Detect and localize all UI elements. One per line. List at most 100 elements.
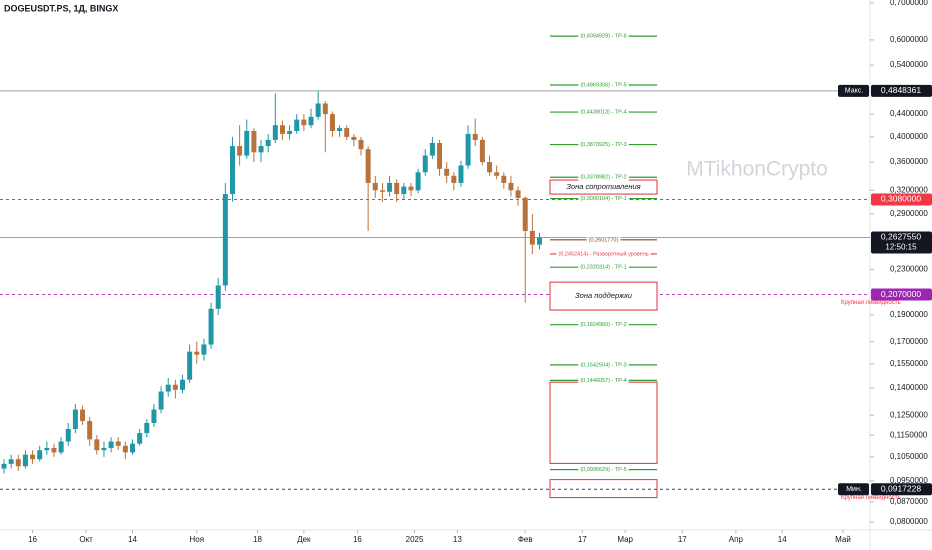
target-label: (0,1824960) - TP-2 — [580, 322, 626, 328]
price-tag-name: Мин. — [846, 486, 862, 493]
candle-body — [8, 459, 14, 464]
x-tick-label: Окт — [79, 535, 93, 544]
zone — [549, 479, 658, 499]
x-tick-label: Фев — [518, 535, 533, 544]
target-label-bg — [578, 174, 629, 181]
zone — [549, 381, 658, 464]
y-tick-label: 0,5400000 — [890, 60, 928, 69]
candle-body — [329, 114, 335, 131]
countdown: 12:50:15 — [885, 243, 917, 252]
watermark: MTikhonCrypto — [686, 158, 828, 181]
x-tick-label: Май — [835, 535, 851, 544]
liquidity-note: Крупная ликвидность — [841, 495, 901, 501]
candle-body — [265, 139, 271, 147]
x-tick-label: 13 — [453, 535, 462, 544]
candle-body — [108, 441, 114, 448]
target-label-bg — [578, 362, 629, 369]
candle-body — [394, 182, 400, 195]
chart-title: DOGEUSDT.PS, 1Д, BINGX — [4, 3, 118, 13]
candle-body — [429, 142, 435, 156]
candle-body — [65, 429, 71, 442]
candle-body — [287, 130, 293, 134]
target-label-bg — [586, 237, 621, 244]
target-label: (0,2601770) — [589, 237, 619, 243]
candle-body — [251, 130, 257, 153]
target-label-bg — [578, 467, 629, 474]
candle-body — [87, 421, 93, 440]
target-label-bg — [556, 250, 651, 258]
candle-body — [130, 443, 136, 453]
candle-body — [515, 190, 521, 198]
candle-body — [201, 344, 207, 355]
candle-body — [194, 351, 200, 355]
y-tick-label: 0,2900000 — [890, 209, 928, 218]
target-label-bg — [578, 142, 629, 149]
candle-body — [351, 136, 357, 140]
y-tick-label: 0,1050000 — [890, 452, 928, 461]
candle-body — [115, 441, 121, 446]
candle-body — [372, 182, 378, 191]
candle-body — [322, 103, 328, 115]
target-label: (0,3873925) - TP-3 — [580, 142, 626, 148]
price-tag-label: 0,3080000 — [881, 194, 921, 204]
candle-body — [522, 197, 528, 231]
y-tick-label: 0,0950000 — [890, 476, 928, 485]
candle-body — [94, 439, 100, 451]
candle-body — [315, 103, 321, 117]
candle-body — [272, 125, 278, 140]
candle-body — [1, 463, 7, 469]
candle-body — [172, 384, 178, 390]
price-tag-label: 0,4848361 — [881, 85, 921, 95]
candle-body — [258, 146, 264, 153]
price-tag-label: 0,0917228 — [881, 484, 921, 494]
candle-body — [437, 142, 443, 169]
candle-body — [494, 172, 500, 176]
candle-body — [37, 450, 43, 460]
target-label: (0,0995629) - TP-5 — [580, 467, 626, 473]
target-label: (0,1542504) - TP-3 — [580, 362, 626, 368]
price-tag-label: 0,2627550 — [881, 232, 921, 242]
candle-body — [51, 447, 57, 453]
price-tag-name-box — [838, 483, 869, 496]
target-label-bg — [578, 33, 629, 40]
candle-body — [279, 125, 285, 134]
target-label: (0,4438013) - TP-4 — [580, 109, 626, 115]
candle-body — [415, 172, 421, 191]
y-tick-label: 0,1550000 — [890, 359, 928, 368]
candle-body — [508, 182, 514, 191]
y-tick-label: 0,6000000 — [890, 35, 928, 44]
x-tick-label: 17 — [578, 535, 587, 544]
y-tick-label: 0,0800000 — [890, 517, 928, 526]
candle-body — [487, 162, 493, 173]
candle-body — [337, 128, 343, 131]
target-label-bg — [578, 109, 629, 116]
candle-body — [122, 445, 128, 453]
x-tick-label: Дек — [297, 535, 311, 544]
candle-body — [151, 409, 157, 423]
y-tick-label: 0,3600000 — [890, 157, 928, 166]
candle-body — [472, 133, 478, 140]
x-tick-label: 2025 — [406, 535, 424, 544]
x-tick-label: 17 — [678, 535, 687, 544]
zone — [549, 281, 658, 311]
candle-body — [101, 447, 107, 451]
target-label: (0,1446057) - TP-4 — [580, 378, 626, 384]
target-label: (0,2320314) - TP-1 — [580, 265, 626, 271]
target-label-bg — [578, 264, 629, 271]
price-tag — [871, 231, 932, 254]
candle-body — [379, 190, 385, 192]
x-tick-label: 16 — [28, 535, 37, 544]
candle-body — [537, 237, 542, 245]
zone-label: Зона поддержки — [575, 291, 633, 300]
candle-body — [479, 139, 485, 163]
candle-body — [408, 186, 414, 191]
target-label: (0,3090104) - TP-1 — [580, 196, 626, 202]
candle-body — [215, 285, 221, 309]
target-label: (0,3378982) - TP-2 — [580, 175, 626, 181]
candle-body — [187, 351, 193, 380]
target-label: (0,2452414) - Разворотный уровень — [558, 250, 648, 257]
y-tick-label: 0,3200000 — [890, 185, 928, 194]
candle-body — [237, 146, 243, 156]
target-label-bg — [578, 377, 629, 384]
price-tag — [871, 483, 932, 496]
